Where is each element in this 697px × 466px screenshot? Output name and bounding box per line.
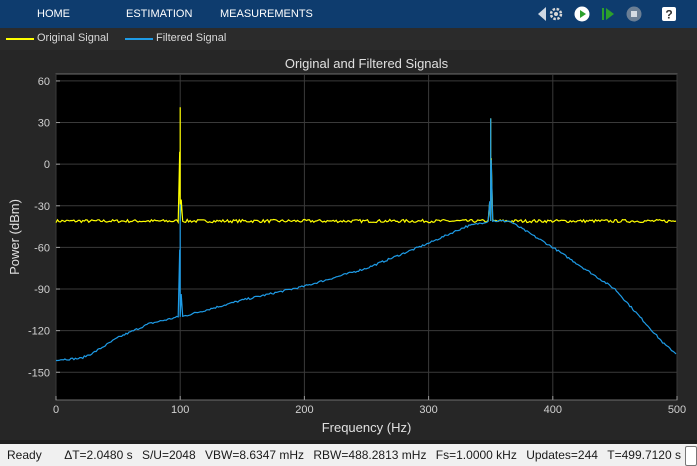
- y-tick-label: 30: [38, 118, 50, 130]
- status-samples-per-update: S/U=2048: [141, 448, 196, 462]
- status-ready: Ready: [7, 448, 42, 462]
- legend-label-filtered: Filtered Signal: [156, 32, 227, 44]
- y-tick-label: -120: [28, 326, 50, 338]
- toolbar-buttons: ?: [532, 4, 697, 24]
- x-tick-label: 200: [295, 404, 313, 416]
- y-tick-label: -30: [34, 201, 50, 213]
- status-delta-t: ΔT=2.0480 s: [64, 448, 133, 462]
- x-tick-label: 0: [53, 404, 59, 416]
- toolstrip: HOME ESTIMATION MEASUREMENTS: [0, 0, 697, 28]
- status-vbw: VBW=8.6347 mHz: [205, 448, 305, 462]
- series-line-1: [56, 118, 677, 362]
- spectrum-chart[interactable]: 0 100 200 300 400 50060300-30-60-90-120-150Or…: [0, 50, 697, 440]
- status-updates: Updates=244: [526, 448, 598, 462]
- legend-bar: Original Signal Filtered Signal: [0, 28, 697, 50]
- plot-area: 0 100 200 300 400 500 60 30 0 -30 -60 -90 -120 -150 Or…: [0, 50, 697, 440]
- x-tick-label: 100: [171, 404, 189, 416]
- legend-label-original: Original Signal: [37, 32, 109, 44]
- x-tick-label: 400: [544, 404, 562, 416]
- status-fields: ΔT=2.0480 s S/U=2048 VBW=8.6347 mHz RBW=…: [58, 448, 681, 462]
- help-icon[interactable]: ?: [659, 4, 679, 24]
- legend-swatch-filtered: [125, 38, 153, 40]
- x-tick-label: 300: [419, 404, 437, 416]
- y-tick-label: -90: [34, 284, 50, 296]
- tab-estimation[interactable]: ESTIMATION: [126, 8, 193, 20]
- y-tick-label: 60: [38, 76, 50, 88]
- resize-grip[interactable]: [685, 446, 697, 466]
- status-bar: Ready ΔT=2.0480 s S/U=2048 VBW=8.6347 mH…: [0, 444, 697, 466]
- status-time: T=499.7120 s: [607, 448, 681, 462]
- series-line-0: [55, 107, 677, 225]
- y-tick-label: 0: [44, 159, 50, 171]
- x-tick-label: 500: [668, 404, 686, 416]
- tab-measurements[interactable]: MEASUREMENTS: [220, 8, 313, 20]
- run-icon[interactable]: [572, 4, 592, 24]
- legend-swatch-original: [6, 38, 34, 40]
- help-glyph: ?: [665, 8, 672, 22]
- y-tick-label: -60: [34, 242, 50, 254]
- x-axis-label: Frequency (Hz): [322, 420, 412, 435]
- status-fs: Fs=1.0000 kHz: [435, 448, 517, 462]
- y-axis-label: Power (dBm): [7, 199, 22, 275]
- stop-icon[interactable]: [624, 4, 644, 24]
- chart-title: Original and Filtered Signals: [285, 56, 449, 71]
- step-forward-icon[interactable]: [598, 4, 618, 24]
- y-tick-label: -150: [28, 367, 50, 379]
- status-rbw: RBW=488.2813 mHz: [313, 448, 427, 462]
- tab-home[interactable]: HOME: [37, 8, 70, 20]
- settings-icon[interactable]: [546, 4, 566, 24]
